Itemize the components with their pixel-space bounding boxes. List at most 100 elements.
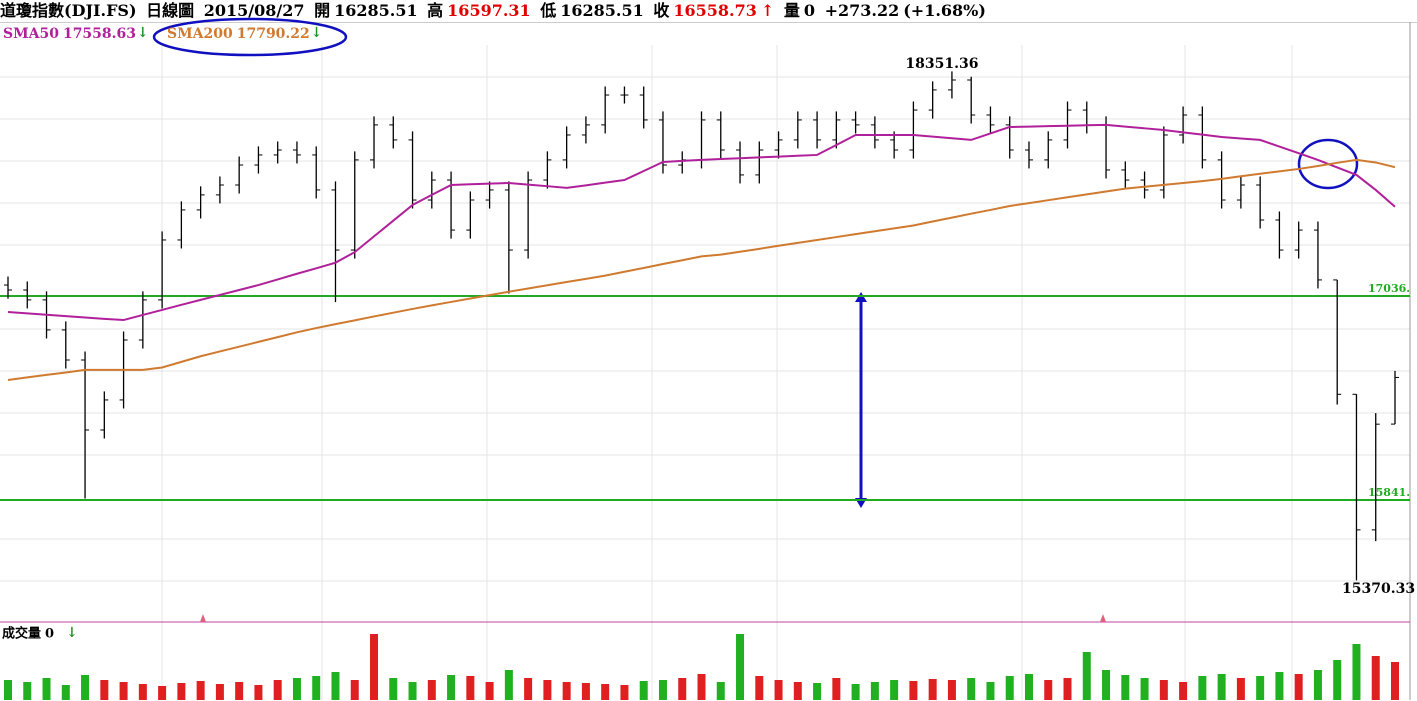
volume-bar [832, 678, 841, 700]
volume-bar [967, 678, 976, 700]
volume-arrow: ↓ [66, 625, 78, 641]
change: +273.22 [824, 1, 900, 20]
volume-bar [947, 680, 956, 700]
change-pct: (+1.68%) [903, 1, 986, 20]
volume-bar [716, 682, 725, 700]
volume-bar [1121, 675, 1130, 700]
volume-bar [1005, 676, 1014, 700]
volume-bar [890, 680, 899, 700]
volume-bar [620, 685, 629, 700]
volume-bar [581, 683, 590, 700]
volume-title: 成交量 [2, 626, 41, 642]
legend-value: 17558.63 [63, 26, 136, 42]
grid [0, 22, 1411, 700]
legend-arrow: ↓ [137, 25, 149, 41]
volume-bar [1063, 678, 1072, 700]
volume-bar [736, 634, 745, 700]
open-label: 開 [314, 1, 331, 20]
volume-bar [177, 683, 186, 700]
open-value: 16285.51 [334, 1, 418, 20]
volume-value: 0 [803, 1, 815, 20]
level-label: 17036. [1368, 282, 1410, 295]
volume-bar [1024, 674, 1033, 700]
volume-bar [350, 680, 359, 700]
volume-bar [408, 682, 417, 700]
volume-bar [447, 675, 456, 700]
volume-bar [119, 682, 128, 700]
legend-name: SMA200 [167, 26, 233, 42]
volume-last: 0 [45, 627, 54, 642]
sma-line [7, 123, 1396, 322]
arrow: ↑ [760, 1, 775, 20]
volume-bar [1198, 676, 1207, 700]
title: 道瓊指數(DJI.FS) [0, 1, 137, 20]
volume-bar [1256, 676, 1265, 700]
volume-bar [774, 680, 783, 700]
volume-bar [427, 680, 436, 700]
level-label: 15841. [1368, 486, 1410, 499]
volume-bar [928, 679, 937, 700]
volume-bar [331, 672, 340, 700]
volume-bar [1102, 670, 1111, 700]
volume-bar [138, 684, 147, 700]
close-value: 16558.73 [673, 1, 757, 20]
volume-bar [1371, 656, 1380, 700]
volume-bar [1236, 678, 1245, 700]
volume-bar [273, 680, 282, 700]
high-label: 高 [427, 1, 444, 20]
volume-bar [678, 678, 687, 700]
volume-bar [61, 685, 70, 700]
volume-bar [524, 678, 533, 700]
sma-line [7, 158, 1396, 381]
volume-bar [870, 682, 879, 700]
volume-bar [196, 681, 205, 700]
volume-bar [1391, 662, 1399, 700]
volume-bar [215, 684, 224, 700]
low-label: 低 [540, 1, 557, 20]
volume-bar [254, 685, 263, 700]
legend-highlight [152, 17, 348, 57]
volume-bar [23, 682, 32, 700]
close-label: 收 [653, 1, 670, 20]
volume-bar [1294, 674, 1303, 700]
volume-bar [1044, 680, 1053, 700]
volume-bar [851, 684, 860, 700]
high-annotation: 18351.36 [905, 56, 978, 72]
volume-bar [292, 678, 301, 700]
volume-bar [235, 682, 244, 700]
volume-bar [1217, 674, 1226, 700]
volume-bar [1275, 672, 1284, 700]
volume-bar [466, 676, 475, 700]
volume-bar [697, 674, 706, 700]
volume-bar [793, 682, 802, 700]
volume-bar [100, 680, 109, 700]
volume-bar [639, 681, 648, 700]
volume-bar [1352, 644, 1361, 700]
volume-bar [4, 680, 12, 700]
legend-arrow: ↓ [311, 25, 323, 41]
volume-bar [158, 686, 167, 700]
volume-bar [1333, 660, 1342, 700]
volume-bar [1313, 670, 1322, 700]
volume-bar [658, 680, 667, 700]
volume-bar [42, 678, 51, 700]
high-value: 16597.31 [447, 1, 531, 20]
volume-bar [986, 682, 995, 700]
volume-bar [1082, 652, 1091, 700]
volume-bar [543, 680, 552, 700]
volume-bar [1159, 680, 1168, 700]
period: 日線圖 [146, 1, 195, 20]
volume-bar [504, 670, 513, 700]
volume-bar [1179, 682, 1188, 700]
marker [200, 614, 1106, 622]
volume-bar [81, 675, 90, 700]
volume-bar [370, 634, 379, 700]
legend-value: 17790.22 [237, 26, 310, 42]
volume-bar [562, 682, 571, 700]
cross-highlight [1297, 138, 1359, 190]
volume-bar [601, 684, 610, 700]
date: 2015/08/27 [203, 1, 305, 20]
volume-bar [389, 678, 398, 700]
